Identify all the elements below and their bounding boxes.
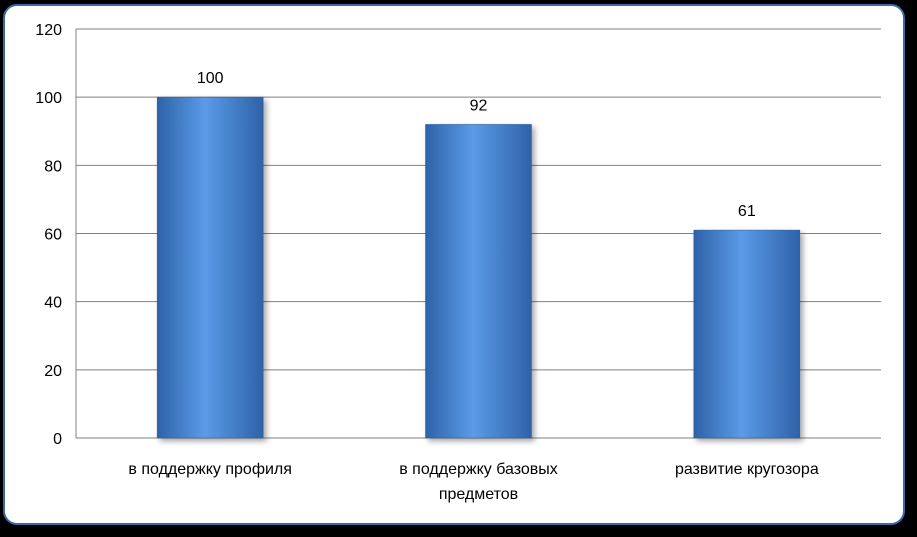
category-labels: в поддержку профиля в поддержку базовых пр… [128,461,818,503]
bars [156,96,801,439]
bar [156,96,264,439]
y-tick-label: 20 [44,363,62,380]
y-axis-ticks: 0 20 40 60 80 100 120 [35,22,62,448]
category-label: развитие кругозора [675,461,819,478]
data-label: 61 [738,203,756,220]
y-tick-label: 60 [44,227,62,244]
chart-frame: 0 20 40 60 80 100 120 100 92 61 в поддержку проф… [3,4,905,525]
category-label: в поддержку базовых [399,461,558,478]
data-labels: 100 92 61 [197,70,756,220]
y-tick-label: 40 [44,295,62,312]
data-label: 100 [197,70,224,87]
y-tick-label: 80 [44,158,62,175]
category-label: предметов [439,486,518,503]
bar [425,124,532,439]
bar-chart: 0 20 40 60 80 100 120 100 92 61 в поддержку проф… [35,22,881,503]
y-tick-label: 0 [53,431,62,448]
y-tick-label: 120 [35,22,62,39]
y-tick-label: 100 [35,90,62,107]
category-label: в поддержку профиля [128,461,292,478]
bar [693,229,801,439]
data-label: 92 [470,97,488,114]
